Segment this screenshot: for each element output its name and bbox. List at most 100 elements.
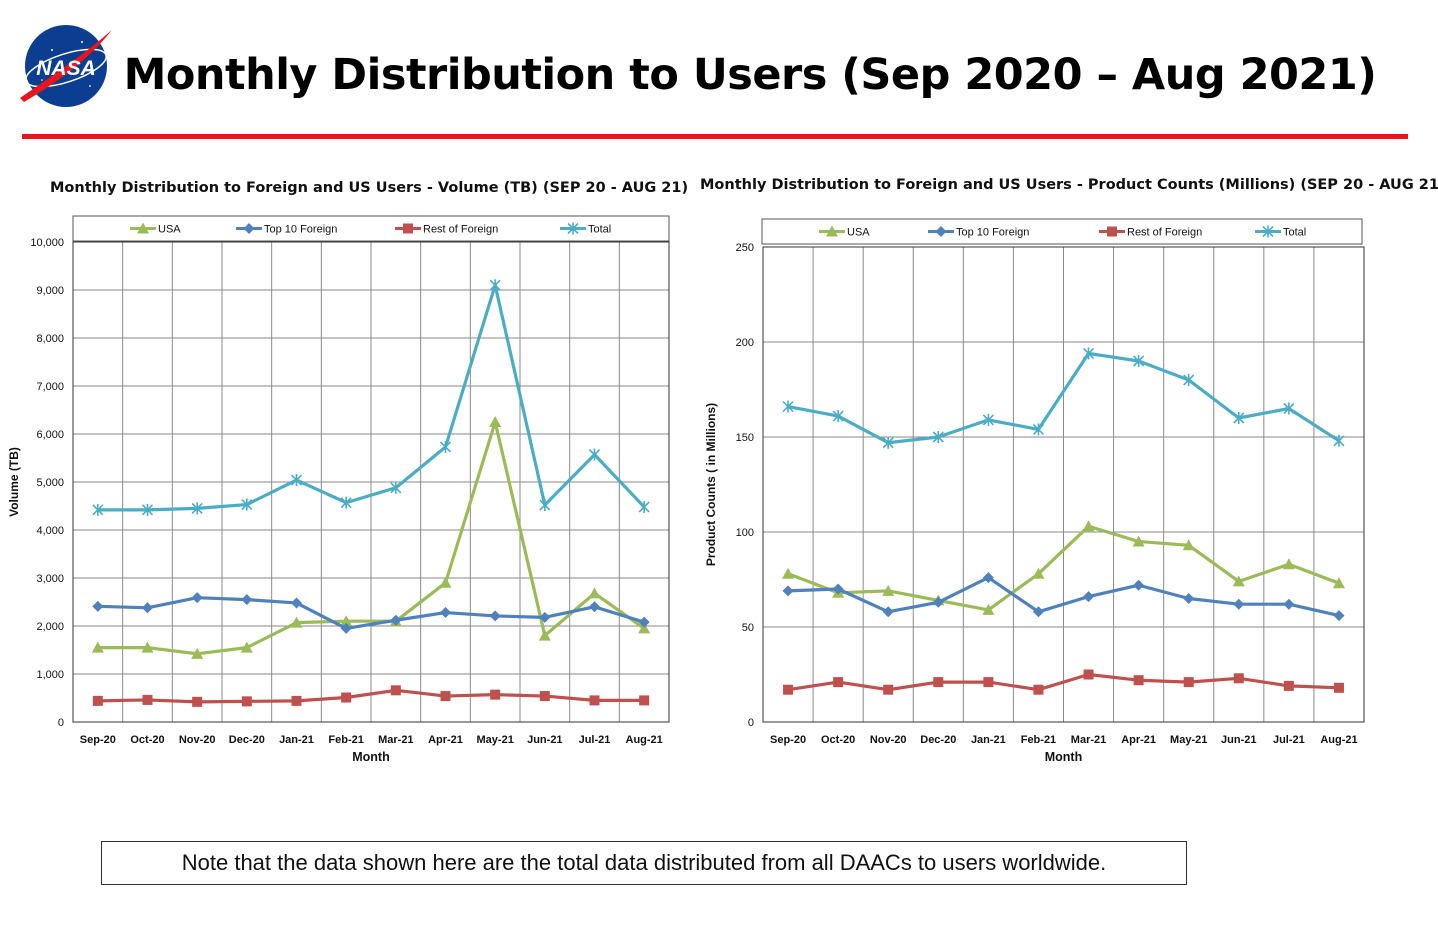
- data-point-usa: [1182, 539, 1195, 551]
- data-point-rest-of-foreign: [539, 691, 550, 702]
- data-point-rest-of-foreign: [440, 691, 451, 702]
- series-rest-of-foreign: [783, 669, 1344, 695]
- y-tick-label: 10,000: [30, 237, 64, 249]
- data-point-rest-of-foreign: [1233, 673, 1244, 684]
- y-tick-label: 9,000: [36, 285, 64, 297]
- data-point-top-10-foreign: [1283, 598, 1295, 610]
- x-tick-label: Feb-21: [328, 734, 363, 746]
- legend-marker-top-10-foreign: [935, 226, 947, 237]
- legend-label-total: Total: [588, 224, 611, 236]
- data-point-top-10-foreign: [1083, 591, 1095, 603]
- data-point-rest-of-foreign: [983, 677, 994, 688]
- series-line-top-10-foreign: [787, 576, 1340, 618]
- legend-label-total: Total: [1283, 227, 1306, 239]
- note-text: Note that the data shown here are the to…: [181, 850, 1107, 875]
- legend-marker-total: [567, 222, 579, 235]
- data-point-usa: [290, 616, 303, 628]
- legend-marker-rest-of-foreign: [403, 223, 413, 234]
- data-point-total: [191, 502, 203, 515]
- data-point-top-10-foreign: [241, 594, 253, 606]
- legend-label-usa: USA: [847, 227, 870, 239]
- x-tick-label: Feb-21: [1021, 734, 1056, 746]
- data-point-rest-of-foreign: [192, 696, 203, 707]
- x-tick-label: Oct-20: [130, 734, 164, 746]
- series-line-rest-of-foreign: [787, 672, 1340, 692]
- note-box: Note that the data shown here are the to…: [101, 841, 1187, 885]
- y-tick-label: 8,000: [36, 333, 64, 345]
- data-point-total: [882, 436, 894, 449]
- nasa-logo: NASA: [20, 25, 112, 107]
- data-point-total: [982, 413, 994, 426]
- x-tick-label: Sep-20: [80, 734, 116, 746]
- x-tick-label: Apr-21: [1121, 734, 1156, 746]
- series-top-10-foreign: [92, 592, 650, 634]
- y-tick-label: 2,000: [36, 621, 64, 633]
- data-point-usa: [1282, 558, 1295, 570]
- data-point-top-10-foreign: [638, 616, 650, 628]
- data-point-total: [340, 496, 352, 509]
- plot-frame: [762, 246, 1365, 723]
- data-point-rest-of-foreign: [1133, 675, 1144, 686]
- data-point-rest-of-foreign: [291, 695, 302, 706]
- data-point-usa: [439, 576, 452, 588]
- data-point-top-10-foreign: [390, 614, 402, 626]
- legend: USA Top 10 Foreign Rest of Foreign Total: [72, 215, 670, 242]
- data-point-total: [489, 279, 501, 292]
- data-point-usa: [1032, 567, 1045, 579]
- y-tick-label: 200: [736, 337, 754, 349]
- data-point-total: [1133, 355, 1145, 367]
- data-point-total: [1233, 412, 1245, 424]
- y-tick-label: 0: [748, 717, 754, 729]
- data-point-rest-of-foreign: [1333, 682, 1344, 693]
- y-tick-label: 4,000: [36, 525, 64, 537]
- data-point-top-10-foreign: [142, 602, 153, 614]
- data-point-usa: [782, 567, 795, 579]
- title-divider: [22, 134, 1408, 139]
- data-point-total: [638, 500, 650, 513]
- data-point-top-10-foreign: [1183, 593, 1195, 604]
- data-point-total: [290, 474, 303, 487]
- data-point-top-10-foreign: [589, 601, 600, 613]
- x-tick-label: Dec-20: [920, 734, 956, 746]
- data-point-top-10-foreign: [1233, 598, 1245, 610]
- data-point-rest-of-foreign: [341, 692, 352, 703]
- x-tick-label: Mar-21: [1071, 734, 1106, 746]
- data-point-total: [932, 431, 944, 443]
- data-point-total: [1283, 402, 1295, 415]
- data-point-usa: [982, 603, 995, 615]
- legend-marker-usa: [826, 225, 838, 237]
- legend-marker-usa: [137, 222, 149, 234]
- data-point-top-10-foreign: [489, 610, 501, 622]
- y-tick-label: 7,000: [36, 381, 64, 393]
- grid: 0 1,000 2,000 3,000 4,000 5,000 6,000 7,000 8,00…: [30, 237, 670, 729]
- data-point-total: [1082, 347, 1095, 360]
- y-tick-label: 100: [736, 527, 754, 539]
- x-tick-label: Aug-21: [626, 734, 663, 746]
- y-tick-label: 3,000: [36, 573, 64, 585]
- data-point-top-10-foreign: [882, 606, 894, 618]
- x-tick-label: Jun-21: [527, 734, 562, 746]
- data-point-total: [241, 498, 253, 511]
- y-tick-label: 0: [58, 717, 64, 729]
- data-point-usa: [240, 641, 253, 653]
- legend-label-rest-of-foreign: Rest of Foreign: [423, 224, 498, 236]
- data-point-usa: [91, 641, 104, 653]
- grid: 0 50 100 150 200 250: [736, 242, 1365, 729]
- data-point-rest-of-foreign: [390, 685, 401, 696]
- data-point-top-10-foreign: [92, 600, 104, 612]
- x-axis-title: Month: [1045, 750, 1082, 764]
- y-tick-label: 150: [736, 432, 754, 444]
- x-tick-label: May-21: [477, 734, 514, 746]
- data-point-usa: [1082, 520, 1095, 532]
- data-point-rest-of-foreign: [1083, 669, 1094, 680]
- y-axis-title: Product Counts ( in Millions): [704, 403, 718, 566]
- data-point-total: [782, 400, 794, 413]
- series-line-total: [97, 283, 646, 512]
- data-point-total: [1333, 434, 1345, 447]
- data-point-usa: [191, 647, 204, 659]
- data-point-usa: [141, 641, 154, 653]
- data-point-usa: [340, 615, 353, 627]
- x-tick-label: Jan-21: [279, 734, 314, 746]
- series-line-rest-of-foreign: [97, 688, 645, 704]
- chart-product-counts: USA Top 10 Foreign Rest of Foreign Total 0 50…: [704, 218, 1365, 764]
